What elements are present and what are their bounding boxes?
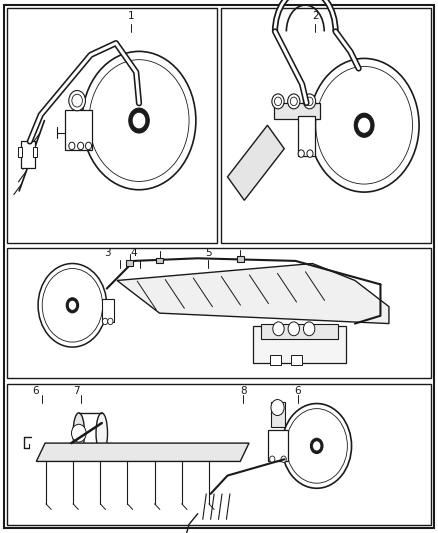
Bar xyxy=(126,260,133,265)
Circle shape xyxy=(78,142,84,150)
Circle shape xyxy=(272,94,284,109)
Circle shape xyxy=(38,263,107,347)
Circle shape xyxy=(273,322,284,336)
Ellipse shape xyxy=(96,413,107,454)
Polygon shape xyxy=(117,263,389,324)
Text: 3: 3 xyxy=(104,248,111,258)
Circle shape xyxy=(69,142,75,150)
Text: 8: 8 xyxy=(240,386,247,395)
Bar xyxy=(7,384,431,525)
Circle shape xyxy=(304,322,315,336)
Circle shape xyxy=(304,94,316,109)
Circle shape xyxy=(282,403,352,488)
Text: 1: 1 xyxy=(128,11,135,21)
Circle shape xyxy=(286,409,347,483)
Bar xyxy=(18,147,22,157)
Circle shape xyxy=(270,456,275,463)
Circle shape xyxy=(82,51,196,190)
Bar xyxy=(237,256,244,262)
Bar xyxy=(221,8,431,243)
Bar xyxy=(156,257,163,263)
Circle shape xyxy=(316,67,413,184)
Circle shape xyxy=(357,117,371,133)
Circle shape xyxy=(108,318,113,325)
Circle shape xyxy=(311,438,323,454)
Bar xyxy=(268,430,288,461)
Circle shape xyxy=(281,456,286,463)
Bar xyxy=(21,141,35,168)
Circle shape xyxy=(354,113,374,138)
Text: 6: 6 xyxy=(294,386,301,395)
Circle shape xyxy=(288,322,300,336)
Text: 7: 7 xyxy=(73,386,80,395)
Circle shape xyxy=(89,60,189,181)
Circle shape xyxy=(102,318,108,325)
Text: 5: 5 xyxy=(205,248,212,258)
Circle shape xyxy=(288,94,300,109)
Circle shape xyxy=(313,441,321,451)
Circle shape xyxy=(290,97,297,106)
Bar xyxy=(7,248,431,378)
Bar xyxy=(33,147,37,157)
Polygon shape xyxy=(227,125,284,200)
Polygon shape xyxy=(36,443,249,462)
Bar xyxy=(261,324,338,340)
Circle shape xyxy=(68,300,77,310)
Circle shape xyxy=(306,97,313,106)
Circle shape xyxy=(42,269,102,342)
Circle shape xyxy=(298,150,304,157)
Text: 2: 2 xyxy=(312,11,319,21)
Circle shape xyxy=(66,298,78,313)
Circle shape xyxy=(72,94,82,107)
Bar xyxy=(102,298,114,322)
Ellipse shape xyxy=(73,413,85,454)
Bar xyxy=(65,110,92,150)
Circle shape xyxy=(309,59,419,192)
Circle shape xyxy=(85,142,92,150)
Bar xyxy=(291,355,302,366)
Circle shape xyxy=(129,108,149,133)
Circle shape xyxy=(307,150,313,157)
Circle shape xyxy=(132,112,146,129)
Bar xyxy=(298,116,315,156)
Circle shape xyxy=(69,91,85,111)
Bar xyxy=(270,355,281,366)
Circle shape xyxy=(275,97,282,106)
Bar xyxy=(274,103,320,119)
Circle shape xyxy=(271,400,284,416)
Text: 4: 4 xyxy=(130,248,137,258)
Bar xyxy=(253,326,346,363)
Bar xyxy=(271,402,285,427)
Text: 6: 6 xyxy=(32,386,39,395)
Circle shape xyxy=(71,424,86,442)
Bar xyxy=(7,8,217,243)
